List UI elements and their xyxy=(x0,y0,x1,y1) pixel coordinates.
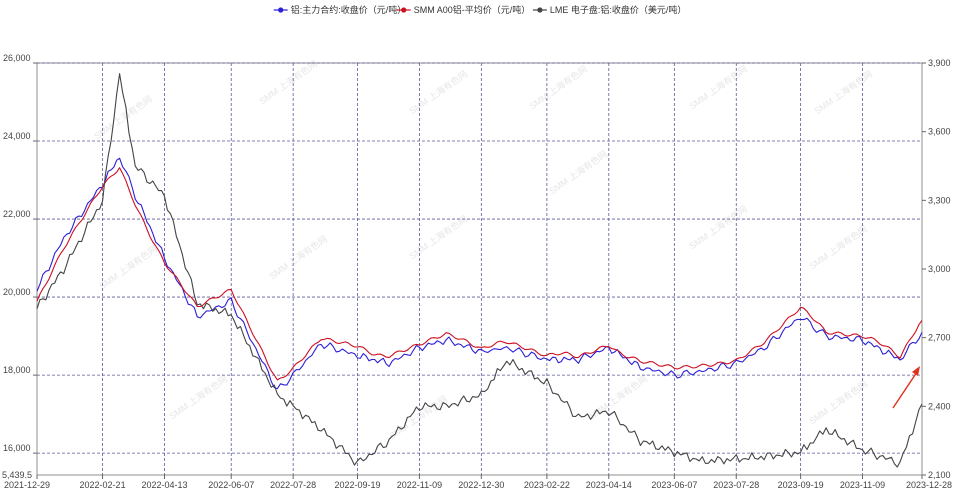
x-tick-label: 2023-02-22 xyxy=(524,480,570,490)
legend-item: 铝:主力合约:收盘价（元/吨） xyxy=(273,4,407,15)
y-right-tick-label: 2,400 xyxy=(928,401,951,411)
x-tick-label: 2022-12-30 xyxy=(458,480,504,490)
legend-swatch-marker xyxy=(401,7,407,13)
x-tick-label: 2022-06-07 xyxy=(208,480,254,490)
watermark-text: SMM 上海有色网 xyxy=(97,243,159,291)
annotations xyxy=(892,366,920,409)
x-tick-label: 2023-04-14 xyxy=(586,480,632,490)
watermark-text: SMM 上海有色网 xyxy=(812,68,874,116)
y-right-tick-label: 2,700 xyxy=(928,333,951,343)
watermark-text: SMM 上海有色网 xyxy=(547,148,609,196)
legend-swatch-marker xyxy=(537,7,543,13)
legend: 铝:主力合约:收盘价（元/吨） SMM A00铝-平均价（元/吨） LME 电子盘:… xyxy=(273,4,687,15)
x-tick-label: 2022-11-09 xyxy=(397,480,442,490)
annotation-arrow-head xyxy=(912,366,920,376)
x-tick-label: 2022-09-19 xyxy=(334,480,380,490)
watermark-text: SMM 上海有色网 xyxy=(257,58,319,106)
x-tick-label: 2023-09-19 xyxy=(778,480,824,490)
x-tick-label: 2023-07-28 xyxy=(713,480,759,490)
watermark-text: SMM 上海有色网 xyxy=(687,203,749,251)
watermark-text: SMM 上海有色网 xyxy=(387,393,449,441)
y-left-tick-label: 18,000 xyxy=(3,365,31,375)
watermark-text: SMM 上海有色网 xyxy=(92,93,154,141)
y-left-tick-label: 26,000 xyxy=(3,53,31,63)
y-left-tick-label: 24,000 xyxy=(3,131,31,141)
x-tick-label: 2022-07-28 xyxy=(270,480,316,490)
legend-label: SMM A00铝-平均价（元/吨） xyxy=(414,4,531,15)
y-right-tick-label: 3,000 xyxy=(928,264,951,274)
annotation-arrow-shaft xyxy=(892,371,918,409)
series-line xyxy=(36,167,923,381)
series-line xyxy=(36,73,923,468)
y-right-tick-label: 3,300 xyxy=(928,195,951,205)
watermark-text: SMM 上海有色网 xyxy=(267,233,329,281)
watermark-text: SMM 上海有色网 xyxy=(527,63,589,111)
legend-item: LME 电子盘:铝:收盘价（美元/吨） xyxy=(532,4,687,15)
legend-label: LME 电子盘:铝:收盘价（美元/吨） xyxy=(550,4,687,15)
y-right-tick-label: 3,900 xyxy=(928,58,951,68)
watermark-text: SMM 上海有色网 xyxy=(807,223,869,271)
x-tick-label: 2021-12-29 xyxy=(4,480,50,490)
y-right-tick-label: 3,600 xyxy=(928,127,951,137)
watermark-text: SMM 上海有色网 xyxy=(407,213,469,261)
watermark-text: SMM 上海有色网 xyxy=(807,378,869,426)
watermark-text: SMM 上海有色网 xyxy=(587,373,649,421)
x-tick-label: 2023-06-07 xyxy=(651,480,697,490)
watermark-text: SMM 上海有色网 xyxy=(167,373,229,421)
x-tick-label: 2023-12-28 xyxy=(906,480,952,490)
y-left-tick-label: 16,000 xyxy=(3,443,31,453)
x-tick-label: 2022-04-13 xyxy=(141,480,187,490)
y-left-tick-label: 22,000 xyxy=(3,209,31,219)
x-tick-label: 2022-02-21 xyxy=(80,480,126,490)
series-lines xyxy=(36,73,923,468)
y-right-tick-label: 2,100 xyxy=(928,470,951,480)
legend-label: 铝:主力合约:收盘价（元/吨） xyxy=(291,4,407,15)
grid xyxy=(36,62,923,476)
watermark-text: SMM 上海有色网 xyxy=(407,68,469,116)
y-left-min-label: 5,439.5 xyxy=(2,470,32,480)
watermarks: SMM 上海有色网 SMM 上海有色网 SMM 上海有色网 SMM 上海有色网 SMM … xyxy=(92,58,874,441)
legend-item: SMM A00铝-平均价（元/吨） xyxy=(396,4,531,15)
watermark-text: SMM 上海有色网 xyxy=(687,63,749,111)
legend-swatch-marker xyxy=(278,7,284,13)
x-tick-label: 2023-11-09 xyxy=(840,480,885,490)
axes: 2021-12-29 2022-02-21 2022-04-13 2022-06-07… xyxy=(2,53,952,490)
y-left-tick-label: 20,000 xyxy=(3,287,31,297)
series-line xyxy=(36,157,923,390)
